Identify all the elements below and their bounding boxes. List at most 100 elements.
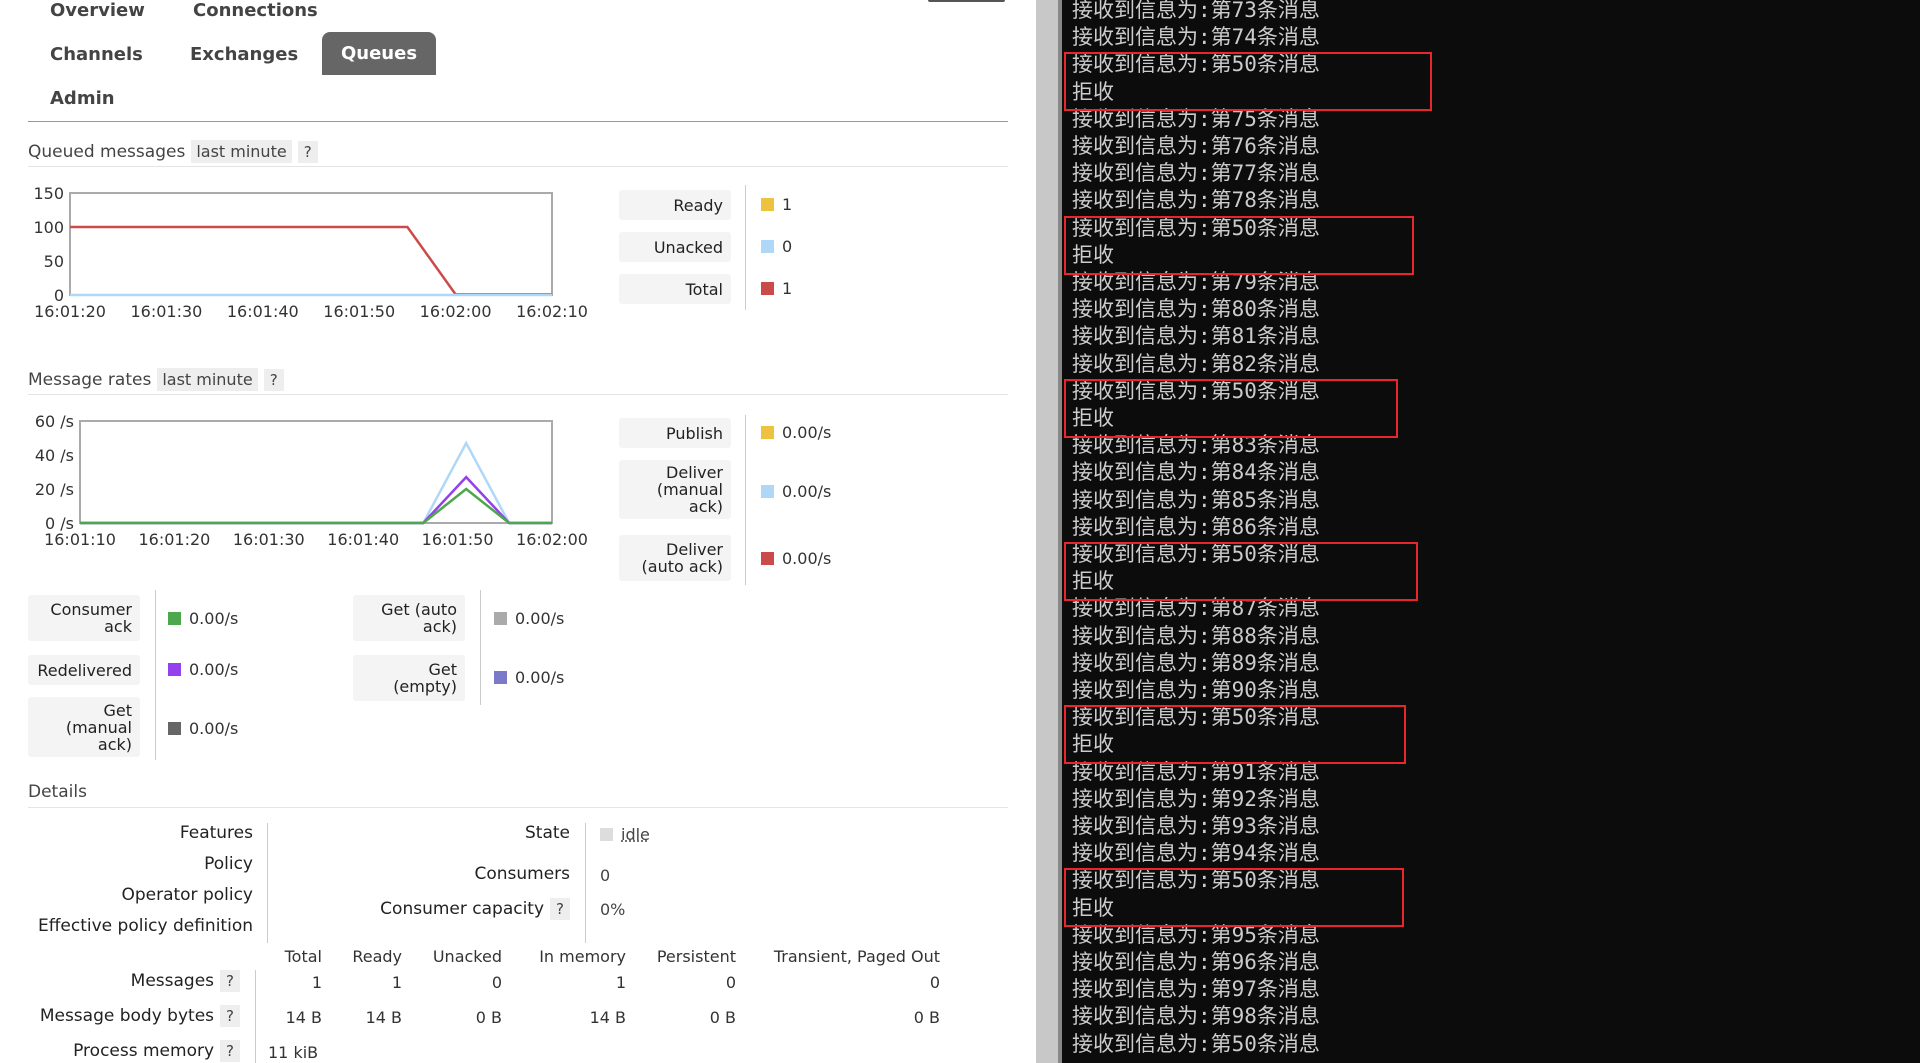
section-rule <box>28 807 1008 808</box>
console-line: 拒收 <box>1072 79 1114 104</box>
legend-divider <box>745 415 746 585</box>
legend-swatch <box>494 671 507 684</box>
legend-value-text: 0.00/s <box>515 609 565 628</box>
row-help-button[interactable]: ? <box>220 1040 240 1062</box>
tab-exchanges[interactable]: Exchanges <box>190 44 299 65</box>
console-line: 接收到信息为:第77条消息 <box>1072 161 1320 186</box>
table-cell: 0 B <box>709 1008 736 1027</box>
console-line: 接收到信息为:第97条消息 <box>1072 977 1320 1002</box>
table-cell: 14 B <box>365 1008 402 1027</box>
y-tick-label: 50 <box>44 252 64 271</box>
policy-label: Policy <box>204 854 253 874</box>
table-cell: 11 kiB <box>268 1043 319 1062</box>
rates-range-selector[interactable]: last minute <box>157 368 258 391</box>
queued-legend-ready-label: Ready <box>619 190 731 220</box>
x-tick-label: 16:01:50 <box>422 530 494 549</box>
queued-legend-unacked-label: Unacked <box>619 232 731 262</box>
effective-policy-label: Effective policy definition <box>37 916 253 936</box>
legend-value-text: 1 <box>782 195 793 214</box>
tab-queues[interactable]: Queues <box>322 32 436 75</box>
rejected-message-highlight <box>1064 705 1406 765</box>
console-line: 拒收 <box>1072 406 1114 430</box>
legend-swatch <box>761 485 774 498</box>
x-tick-label: 16:02:00 <box>420 302 492 321</box>
y-tick-label: 0 <box>54 286 64 305</box>
legend-swatch <box>761 282 774 295</box>
rejected-message-highlight <box>1064 215 1414 275</box>
queued-help-button[interactable]: ? <box>297 140 318 163</box>
y-tick-label: 60 /s <box>35 412 74 431</box>
console-line: 接收到信息为:第50条消息 <box>1072 705 1320 730</box>
console-line: 接收到信息为:第89条消息 <box>1072 650 1320 675</box>
table-row-label: Process memory? <box>73 1040 240 1062</box>
tab-connections[interactable]: Connections <box>193 0 318 21</box>
table-cell: 0 <box>491 973 502 992</box>
message-rates-chart: 60 /s 40 /s 20 /s 0 /s16:01:10 16:01:20 16:01… <box>35 412 588 549</box>
capacity-help-button[interactable]: ? <box>550 898 570 920</box>
rejected-message-highlight <box>1064 52 1432 112</box>
rates-extra-left-1-label: Redelivered <box>28 655 140 685</box>
message-rates-title: Message rates <box>28 369 152 390</box>
legend-divider <box>745 185 746 310</box>
y-tick-label: 0 /s <box>45 514 74 533</box>
nav-divider <box>28 121 1008 122</box>
state-text[interactable]: idle <box>621 825 650 844</box>
console-line: 接收到信息为:第88条消息 <box>1072 623 1320 648</box>
console-line: 接收到信息为:第50条消息 <box>1072 215 1320 240</box>
tab-channels[interactable]: Channels <box>50 44 143 65</box>
legend-value-text: 0.00/s <box>782 423 832 442</box>
rates-extra-left-0-label: Consumer ack <box>28 595 140 641</box>
table-cell: 0 B <box>475 1008 502 1027</box>
row-help-button[interactable]: ? <box>220 1005 240 1027</box>
details-divider <box>267 823 268 943</box>
table-row-label: Messages? <box>131 970 240 992</box>
state-value: idle <box>600 825 650 844</box>
table-header: Ready <box>352 947 402 966</box>
console-line: 接收到信息为:第85条消息 <box>1072 487 1320 512</box>
table-cell: 14 B <box>589 1008 626 1027</box>
y-tick-label: 20 /s <box>35 480 74 499</box>
console-line: 接收到信息为:第92条消息 <box>1072 786 1320 811</box>
legend-swatch <box>761 198 774 211</box>
x-tick-label: 16:01:20 <box>138 530 210 549</box>
legend-value-text: 0.00/s <box>782 482 832 501</box>
table-cell: 1 <box>391 973 402 992</box>
queued-legend-unacked-value: 0 <box>761 237 792 256</box>
scrollbar-track[interactable] <box>1036 0 1058 1063</box>
console-line: 接收到信息为:第94条消息 <box>1072 841 1320 866</box>
terminal-console: 接收到信息为:第73条消息 接收到信息为:第74条消息 接收到信息为:第50条消息拒… <box>1062 0 1920 1063</box>
tab-admin[interactable]: Admin <box>50 88 115 109</box>
rejected-message-highlight <box>1064 868 1404 928</box>
legend-swatch <box>168 722 181 735</box>
row-help-button[interactable]: ? <box>220 970 240 992</box>
section-rule <box>28 166 1008 167</box>
x-tick-label: 16:01:40 <box>227 302 299 321</box>
legend-value-text: 1 <box>782 279 793 298</box>
table-cell: 14 B <box>285 1008 322 1027</box>
rates-help-button[interactable]: ? <box>263 368 284 391</box>
header-button-edge[interactable] <box>928 0 1005 2</box>
details-divider <box>585 823 586 943</box>
legend-value-text: 0 <box>782 237 793 256</box>
window-divider <box>1058 0 1062 1063</box>
legend-value-text: 0.00/s <box>782 549 832 568</box>
operator-policy-label: Operator policy <box>121 885 253 905</box>
x-tick-label: 16:01:50 <box>323 302 395 321</box>
queued-legend-total-value: 1 <box>761 279 792 298</box>
queued-legend-ready-value: 1 <box>761 195 792 214</box>
table-cell: 0 <box>929 973 940 992</box>
console-line: 接收到信息为:第82条消息 <box>1072 351 1320 376</box>
tab-overview[interactable]: Overview <box>50 0 145 21</box>
console-line: 接收到信息为:第81条消息 <box>1072 324 1320 349</box>
rates-extra-right-0-label: Get (auto ack) <box>353 595 465 641</box>
legend-divider <box>155 590 156 760</box>
legend-swatch <box>761 426 774 439</box>
x-tick-label: 16:01:30 <box>130 302 202 321</box>
console-line: 拒收 <box>1072 732 1114 757</box>
table-header: Transient, Paged Out <box>773 947 940 966</box>
console-line: 接收到信息为:第50条消息 <box>1072 868 1320 893</box>
x-tick-label: 16:02:10 <box>516 302 588 321</box>
legend-swatch <box>761 552 774 565</box>
table-cell: 1 <box>615 973 626 992</box>
queued-range-selector[interactable]: last minute <box>191 140 292 163</box>
